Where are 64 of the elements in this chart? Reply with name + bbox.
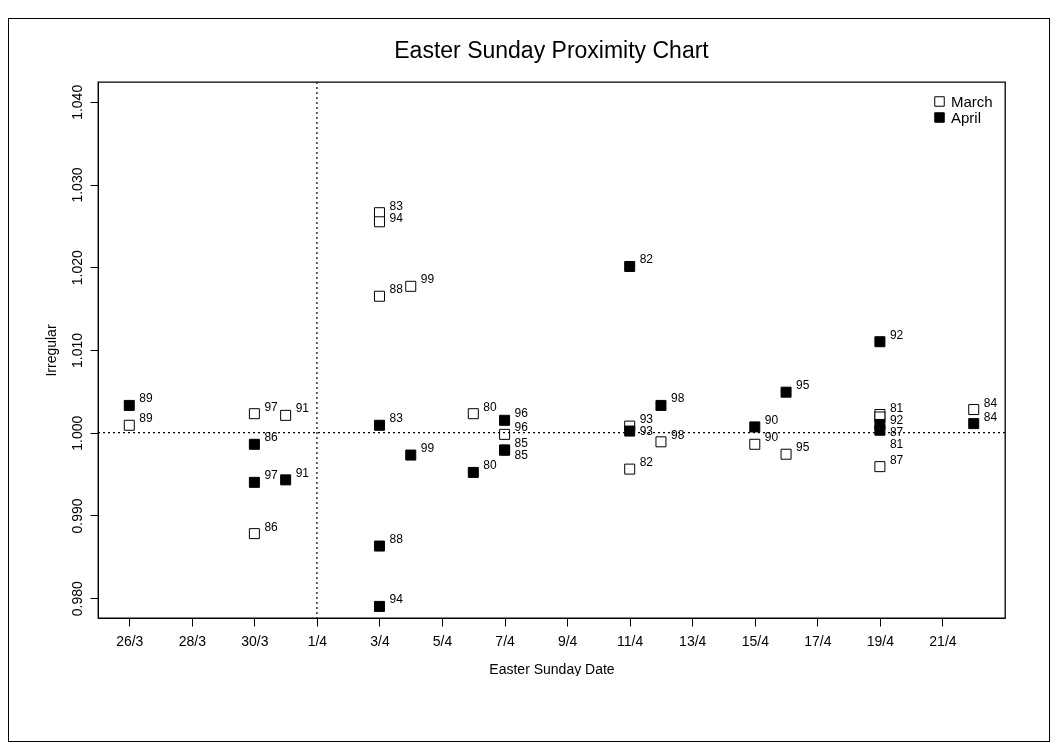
x-tick-label: 3/4	[370, 632, 390, 649]
annotation: 94	[389, 210, 404, 225]
legend-label: March	[951, 92, 993, 110]
x-tick-label: 5/4	[432, 632, 453, 649]
annotation: 97	[264, 468, 279, 483]
x-tick-label: 13/4	[679, 632, 707, 649]
y-tick-label: 0.990	[68, 498, 85, 534]
annotation: 97	[264, 399, 279, 414]
annotation: 98	[670, 391, 685, 406]
annotation: 94	[389, 592, 404, 607]
annotation: 86	[264, 519, 279, 534]
annotation: 85	[514, 448, 529, 463]
x-tick-label: 28/3	[178, 632, 207, 649]
annotation: 95	[796, 440, 810, 455]
annotation: 99	[420, 272, 435, 287]
annotation: 88	[389, 532, 404, 547]
annotation: 92	[889, 412, 904, 427]
x-tick-label: 30/3	[241, 632, 269, 649]
annotation: 82	[639, 252, 654, 267]
annotation: 96	[514, 420, 529, 435]
x-tick-label: 21/4	[929, 632, 957, 649]
annotation: 84	[983, 409, 998, 424]
x-tick-label: 1/4	[307, 632, 328, 649]
x-tick-label: 19/4	[866, 632, 895, 649]
annotation: 96	[514, 406, 529, 421]
annotation: 82	[639, 455, 654, 470]
x-tick-label: 11/4	[617, 632, 644, 649]
annotation: 91	[295, 465, 310, 480]
x-tick-label: 7/4	[495, 632, 516, 649]
annotation: 81	[889, 436, 904, 451]
annotation: 90	[764, 412, 779, 427]
annotation: 89	[139, 391, 153, 406]
annotation: 95	[796, 378, 810, 393]
annotation: 89	[139, 411, 153, 426]
y-tick-label: 0.980	[68, 580, 85, 617]
y-tick-label: 1.000	[68, 415, 85, 451]
annotation: 91	[295, 401, 310, 416]
x-tick-label: 15/4	[741, 632, 770, 649]
annotation: 81	[889, 400, 904, 415]
annotation: 92	[889, 327, 904, 342]
annotation: 93	[639, 412, 654, 427]
y-tick-label: 1.040	[68, 84, 85, 120]
annotation: 80	[483, 399, 497, 414]
annotation: 83	[389, 411, 404, 426]
y-tick-label: 1.010	[68, 332, 85, 369]
annotation: 80	[483, 458, 497, 473]
annotation: 99	[420, 441, 435, 456]
chart-title: Easter Sunday Proximity Chart	[394, 37, 710, 64]
x-tick-label: 26/3	[116, 632, 144, 649]
annotation: 85	[514, 436, 529, 451]
y-tick-label: 1.020	[68, 250, 85, 286]
x-tick-label: 9/4	[557, 632, 578, 649]
annotation: 87	[889, 424, 904, 439]
annotation: 93	[639, 424, 654, 439]
x-axis-title: Easter Sunday Date	[489, 660, 615, 677]
annotation: 87	[889, 452, 904, 467]
y-axis-title: Irregular	[42, 324, 59, 377]
annotation: 83	[389, 198, 404, 213]
annotation: 98	[670, 427, 685, 442]
y-tick-label: 1.030	[68, 167, 85, 203]
legend-label: April	[951, 108, 982, 126]
annotation: 88	[389, 282, 404, 297]
x-tick-label: 17/4	[804, 632, 832, 649]
annotation: 84	[983, 395, 998, 410]
